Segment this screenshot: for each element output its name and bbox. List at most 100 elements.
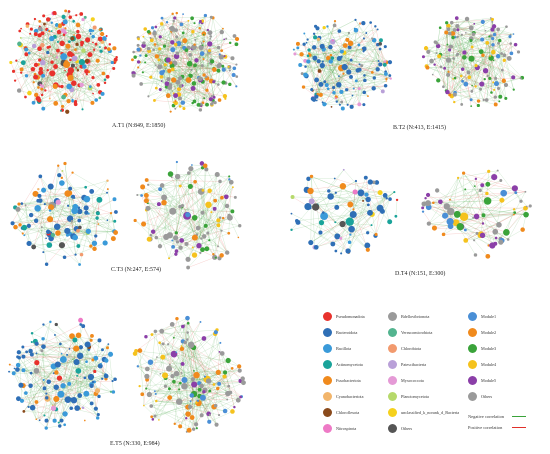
network-node xyxy=(374,25,377,28)
network-node xyxy=(227,65,230,68)
network-node xyxy=(205,88,209,92)
network-node xyxy=(170,67,175,72)
network-edge xyxy=(83,326,92,341)
network-edge xyxy=(36,379,44,403)
network-node xyxy=(213,198,218,203)
network-node xyxy=(34,341,39,346)
network-edge xyxy=(105,213,112,243)
module-legend-item: Module5 xyxy=(468,376,496,385)
network-node xyxy=(206,28,210,32)
network-edge xyxy=(305,66,334,88)
network-edge xyxy=(379,192,390,222)
network-node xyxy=(290,228,293,232)
network-edge xyxy=(178,33,204,90)
network-node xyxy=(448,93,452,97)
network-node xyxy=(48,30,51,33)
network-node xyxy=(42,14,46,18)
network-node xyxy=(445,89,450,95)
network-edge xyxy=(41,21,66,95)
network-d-module xyxy=(421,169,532,259)
network-node xyxy=(473,253,478,257)
network-node xyxy=(180,345,183,347)
legend-dot xyxy=(468,360,477,369)
network-edge xyxy=(449,93,496,105)
network-edge xyxy=(448,59,473,86)
network-node xyxy=(83,15,87,19)
network-node xyxy=(106,219,109,222)
module-legend-item: Module2 xyxy=(468,328,496,337)
network-edge xyxy=(449,199,474,218)
network-edge xyxy=(159,218,224,247)
network-edge xyxy=(94,344,109,372)
network-edge xyxy=(483,209,515,216)
network-node xyxy=(106,179,109,182)
network-edge xyxy=(151,402,197,407)
network-edge xyxy=(13,373,37,420)
network-edge xyxy=(160,60,169,90)
network-edge xyxy=(181,24,189,48)
network-node xyxy=(303,58,308,63)
network-edge xyxy=(169,44,237,71)
network-edge xyxy=(75,92,101,103)
network-edge xyxy=(24,220,80,236)
network-node xyxy=(71,99,74,103)
network-edge xyxy=(170,173,230,177)
network-edge xyxy=(175,205,228,255)
network-node xyxy=(191,44,197,51)
network-edge xyxy=(188,47,219,81)
network-node xyxy=(28,348,33,354)
network-node xyxy=(18,382,24,388)
network-edge xyxy=(465,191,526,231)
network-edge xyxy=(199,28,237,77)
network-edge xyxy=(77,375,98,391)
network-node xyxy=(445,21,449,25)
network-node xyxy=(491,43,495,47)
network-node xyxy=(162,372,169,379)
network-node xyxy=(323,80,327,84)
network-node xyxy=(352,208,355,211)
network-edge xyxy=(428,207,526,209)
network-edge xyxy=(490,18,502,54)
network-node xyxy=(56,40,59,43)
network-edge xyxy=(165,377,191,402)
network-node xyxy=(146,236,152,242)
network-edge xyxy=(316,79,339,85)
network-node xyxy=(365,196,371,203)
network-node xyxy=(85,228,91,234)
network-node xyxy=(97,363,103,369)
network-node xyxy=(490,27,495,32)
network-node xyxy=(308,240,314,246)
network-node xyxy=(35,352,38,355)
network-edge xyxy=(14,368,22,386)
network-edge xyxy=(25,340,100,394)
network-edge xyxy=(151,393,195,407)
network-edge xyxy=(310,196,331,243)
network-node xyxy=(222,408,228,414)
network-node xyxy=(38,174,43,179)
network-node xyxy=(172,336,175,339)
network-edge xyxy=(94,199,100,249)
network-node xyxy=(345,217,354,226)
network-edge xyxy=(447,33,514,93)
network-edge xyxy=(195,21,201,40)
network-edge xyxy=(428,170,498,224)
network-node xyxy=(366,231,370,235)
network-node xyxy=(230,366,234,370)
network-node xyxy=(29,371,33,375)
network-edge xyxy=(23,411,66,415)
network-node xyxy=(44,262,49,266)
caption-c: C.T3 (N:247, E:574) xyxy=(111,267,161,273)
network-edge xyxy=(175,13,177,31)
network-edge xyxy=(448,30,486,75)
network-edge xyxy=(154,65,219,101)
network-edge xyxy=(154,372,226,392)
network-node xyxy=(370,71,374,74)
network-edge xyxy=(458,170,498,178)
network-node xyxy=(143,27,147,31)
network-node xyxy=(436,78,441,83)
network-node xyxy=(328,59,334,64)
network-node xyxy=(165,93,171,99)
network-node xyxy=(30,332,34,335)
network-node xyxy=(17,202,21,206)
network-node xyxy=(441,232,446,237)
